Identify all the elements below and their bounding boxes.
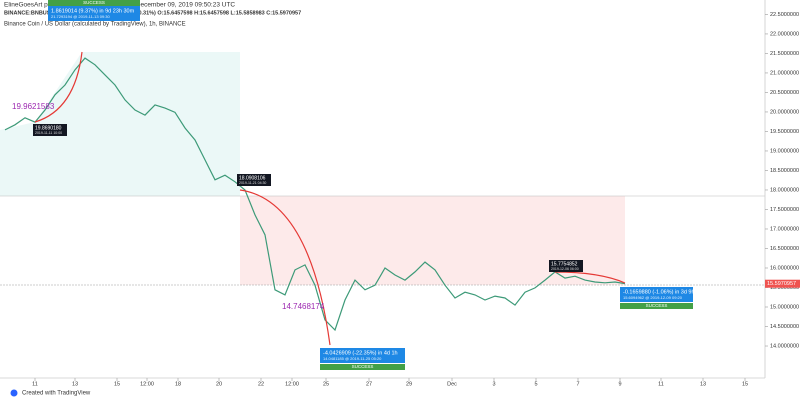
y-tick-label: 21.5000000 bbox=[770, 51, 799, 57]
x-tick-label: 13 bbox=[72, 381, 78, 387]
y-tick-label: 17.5000000 bbox=[770, 207, 799, 213]
y-tick-label: 15.5000000 bbox=[770, 285, 799, 291]
price-line bbox=[4, 57, 626, 332]
price-box-label: 18.0908106 bbox=[239, 175, 266, 181]
success-label: SUCCESS bbox=[352, 364, 374, 369]
y-tick-label: 16.0000000 bbox=[770, 265, 799, 271]
success-label: SUCCESS bbox=[83, 0, 105, 5]
success-bar bbox=[48, 0, 140, 6]
measure-label: -0.1659880 (-1.06%) in 3d 9h bbox=[623, 289, 695, 295]
arrow bbox=[554, 271, 626, 284]
x-tick-label: 20 bbox=[216, 381, 222, 387]
logo bbox=[10, 389, 18, 397]
x-tick-label: 11 bbox=[32, 381, 38, 387]
x-tick-label: 27 bbox=[366, 381, 372, 387]
measure-box bbox=[320, 348, 405, 363]
x-tick-label: Dec bbox=[447, 381, 457, 387]
x-tick-label: 11 bbox=[658, 381, 664, 387]
y-tick-label: 19.0000000 bbox=[770, 148, 799, 154]
price-note: 19.9621583 bbox=[12, 102, 55, 111]
y-tick-label: 17.0000000 bbox=[770, 226, 799, 232]
x-tick-label: 22 bbox=[258, 381, 264, 387]
measure-label: -4.0426909 (-22.35%) in 4d 1h bbox=[323, 350, 398, 356]
y-tick-label: 22.5000000 bbox=[770, 12, 799, 18]
y-tick-label: 16.5000000 bbox=[770, 246, 799, 252]
x-tick-label: 5 bbox=[534, 381, 537, 387]
y-tick-label: 18.0000000 bbox=[770, 187, 799, 193]
measure-detail: 14.0481185 @ 2019-11-25 05:20 bbox=[323, 356, 382, 361]
y-tick-label: 20.5000000 bbox=[770, 90, 799, 96]
last-price-tag bbox=[765, 279, 800, 288]
arrow bbox=[239, 189, 331, 346]
x-tick-label: 25 bbox=[323, 381, 329, 387]
price-box-detail: 2019-11-21 04:30 bbox=[239, 181, 266, 185]
symbol-line: BINANCE:BNBUSD, 60 15.5970957 ▼ −0.04866… bbox=[4, 10, 301, 16]
price-note: 14.7468174 bbox=[282, 302, 325, 311]
success-bar bbox=[620, 303, 693, 309]
x-tick-label: 3 bbox=[492, 381, 495, 387]
y-tick-label: 18.5000000 bbox=[770, 168, 799, 174]
price-box bbox=[549, 260, 583, 272]
price-box bbox=[33, 124, 67, 136]
plot bbox=[4, 57, 626, 332]
y-tick-label: 19.5000000 bbox=[770, 129, 799, 135]
measure-detail: 21.7293194 @ 2019-11-13 09:30 bbox=[51, 14, 110, 19]
price-box-label: 19.8690180 bbox=[35, 125, 62, 131]
measure-detail: 15.6094962 @ 2019-12-09 09:20 bbox=[623, 295, 683, 300]
x-tick-label: 12:00 bbox=[140, 381, 154, 387]
x-tick-label: 9 bbox=[618, 381, 621, 387]
footer: Created with TradingView bbox=[22, 391, 91, 397]
price-box-label: 15.7754852 bbox=[551, 261, 578, 267]
x-tick-label: 29 bbox=[406, 381, 412, 387]
gain-zone bbox=[0, 52, 240, 196]
y-tick-label: 22.0000000 bbox=[770, 31, 799, 37]
x-tick-label: 7 bbox=[576, 381, 579, 387]
measure-box bbox=[48, 6, 140, 21]
measure-label: 1.8619014 (9.37%) in 9d 23h 30m bbox=[51, 8, 135, 14]
success-label: SUCCESS bbox=[646, 303, 668, 308]
price-box-detail: 2019-12-06 06:00 bbox=[551, 267, 579, 271]
price-box-detail: 2019-11-11 10:00 bbox=[35, 131, 62, 135]
y-tick-label: 15.0000000 bbox=[770, 304, 799, 310]
y-tick-label: 20.0000000 bbox=[770, 109, 799, 115]
x-tick-label: 13 bbox=[700, 381, 706, 387]
y-tick-label: 14.5000000 bbox=[770, 324, 799, 330]
arrow bbox=[34, 51, 83, 123]
x-tick-label: 15 bbox=[742, 381, 748, 387]
x-tick-label: 12:00 bbox=[285, 381, 299, 387]
y-tick-label: 21.0000000 bbox=[770, 70, 799, 76]
price-box bbox=[237, 174, 271, 186]
last-price-label: 15.5970957 bbox=[767, 281, 796, 287]
x-tick-label: 15 bbox=[114, 381, 120, 387]
success-bar bbox=[320, 364, 405, 370]
measure-box bbox=[620, 287, 693, 302]
chart-title: Binance Coin / US Dollar (calculated by … bbox=[4, 22, 186, 28]
y-tick-label: 14.0000000 bbox=[770, 343, 799, 349]
x-tick-label: 18 bbox=[175, 381, 181, 387]
